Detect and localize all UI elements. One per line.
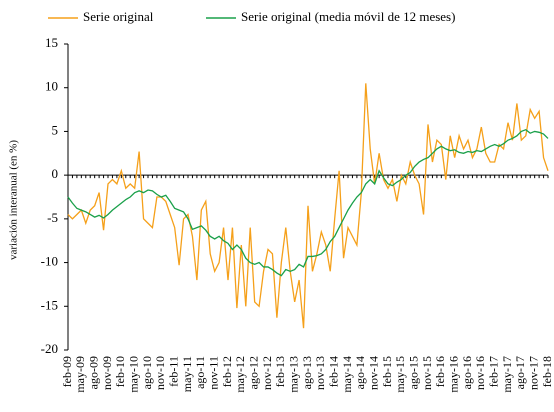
x-tick-label: feb-17 (486, 356, 500, 387)
x-tick-label: may-17 (500, 356, 514, 393)
x-tick-label: nov-10 (153, 356, 167, 390)
x-tick-label: ago-12 (246, 356, 260, 389)
x-tick-label: feb-18 (540, 356, 554, 387)
x-tick-label: nov-13 (313, 356, 327, 390)
legend-label: Serie original (media móvil de 12 meses) (241, 9, 455, 24)
x-tick-label: nov-16 (473, 356, 487, 390)
x-tick-label: feb-09 (60, 356, 74, 387)
x-tick-label: feb-12 (220, 356, 234, 387)
x-tick-label: may-16 (446, 356, 460, 393)
x-tick-label: feb-10 (113, 356, 127, 387)
x-tick-label: may-09 (73, 356, 87, 393)
x-tick-label: ago-11 (193, 356, 207, 389)
x-tick-label: may-10 (126, 356, 140, 393)
x-tick-label: nov-15 (420, 356, 434, 390)
x-tick-label: may-11 (180, 356, 194, 392)
x-tick-label: feb-16 (433, 356, 447, 387)
series-line (67, 128, 549, 277)
y-tick-label: 10 (45, 79, 58, 94)
x-tick-label: may-15 (393, 356, 407, 393)
x-tick-label: feb-14 (326, 356, 340, 387)
x-tick-label: ago-17 (513, 356, 527, 389)
y-axis-label: variación interanual (en %) (8, 140, 20, 260)
y-tick-label: -20 (41, 341, 58, 356)
x-tick-label: nov-11 (206, 356, 220, 390)
y-tick-label: -15 (41, 297, 58, 312)
y-tick-label: 15 (45, 35, 58, 50)
y-tick-label: -10 (41, 254, 58, 269)
x-tick-label: may-14 (340, 356, 354, 393)
y-tick-label: -5 (47, 210, 58, 225)
x-tick-label: nov-09 (100, 356, 114, 390)
x-tick-label: ago-13 (300, 356, 314, 389)
x-tick-label: nov-14 (366, 356, 380, 390)
x-tick-label: may-12 (233, 356, 247, 393)
series-line (67, 83, 549, 329)
y-tick-label: 5 (52, 122, 59, 137)
x-tick-label: feb-11 (166, 356, 180, 387)
x-tick-label: feb-15 (380, 356, 394, 387)
x-tick-label: ago-14 (353, 356, 367, 389)
x-tick-label: ago-09 (86, 356, 100, 389)
x-tick-label: may-13 (286, 356, 300, 393)
x-tick-label: nov-12 (260, 356, 274, 390)
x-tick-label: ago-15 (406, 356, 420, 389)
x-tick-label: ago-10 (140, 356, 154, 389)
y-tick-label: 0 (52, 166, 59, 181)
x-tick-label: feb-13 (273, 356, 287, 387)
x-tick-label: ago-16 (460, 356, 474, 389)
x-tick-label: nov-17 (526, 356, 540, 390)
legend-label: Serie original (83, 9, 154, 24)
